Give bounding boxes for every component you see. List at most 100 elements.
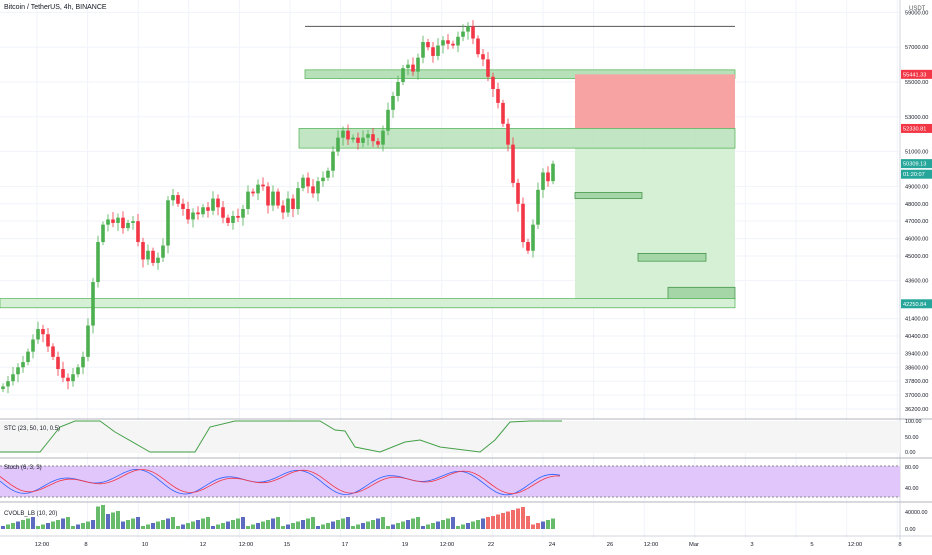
volume-bar bbox=[71, 526, 75, 529]
stc-line bbox=[0, 420, 562, 453]
candle-body bbox=[276, 191, 280, 206]
candle-body bbox=[186, 209, 190, 220]
volume-bar bbox=[356, 524, 360, 529]
volume-bar bbox=[26, 518, 30, 529]
price-tick-label: 48000.00 bbox=[905, 202, 928, 208]
volume-bar bbox=[141, 526, 145, 529]
candle-body bbox=[441, 40, 445, 46]
volume-bar bbox=[131, 518, 135, 529]
price-tick-label: 40400.00 bbox=[905, 334, 928, 340]
candle-body bbox=[286, 198, 290, 213]
candle-body bbox=[96, 242, 100, 283]
candle-body bbox=[81, 356, 85, 368]
candle-body bbox=[326, 170, 330, 178]
currency-label: USDT bbox=[909, 6, 926, 12]
candle-body bbox=[201, 207, 205, 215]
volume-bar bbox=[231, 520, 235, 529]
candle-body bbox=[451, 43, 455, 46]
volume-bar bbox=[181, 524, 185, 529]
time-tick-label: 12:00 bbox=[848, 542, 863, 548]
volume-bar bbox=[156, 521, 160, 529]
price-tick-label: 43600.00 bbox=[905, 278, 928, 284]
stc-label: STC (23, 50, 10, 0.5) bbox=[4, 426, 60, 432]
candle-body bbox=[261, 184, 265, 187]
stc-tick: 0.00 bbox=[905, 450, 916, 456]
volume-bar bbox=[61, 518, 65, 529]
candle-body bbox=[501, 102, 505, 124]
volume-bar bbox=[111, 512, 115, 529]
time-axis[interactable]: 12:00 8 10 12 12:00 15 17 19 12:00 22 24 26 12:00 Mar… bbox=[0, 535, 932, 548]
candle-body bbox=[221, 207, 225, 218]
volume-bar bbox=[396, 523, 400, 529]
candle-body bbox=[236, 215, 240, 218]
candle-body bbox=[411, 64, 415, 72]
target-1-box bbox=[574, 192, 643, 199]
stc-tick: 100.00 bbox=[905, 419, 922, 425]
candle-body bbox=[61, 369, 65, 378]
candle-body bbox=[51, 346, 55, 357]
candle-body bbox=[101, 224, 105, 243]
candle-body bbox=[496, 88, 500, 103]
candle-body bbox=[41, 329, 45, 335]
time-tick-label: 22 bbox=[488, 542, 494, 548]
volume-bar bbox=[376, 518, 380, 529]
candle-body bbox=[11, 374, 15, 382]
candle-body bbox=[161, 245, 165, 258]
time-tick-label: 12 bbox=[200, 542, 206, 548]
candle-body bbox=[166, 200, 170, 246]
candle-body bbox=[351, 137, 355, 140]
candle-body bbox=[121, 217, 125, 229]
time-tick-label: 12:00 bbox=[644, 542, 659, 548]
volume-bar bbox=[66, 517, 70, 529]
candle-body bbox=[146, 250, 150, 260]
volume-bar bbox=[431, 523, 435, 529]
candle-body bbox=[26, 351, 30, 363]
volume-bar bbox=[326, 523, 330, 529]
candle-body bbox=[281, 205, 285, 213]
time-tick-label: 10 bbox=[142, 542, 148, 548]
candle-body bbox=[296, 188, 300, 209]
volume-bar bbox=[426, 524, 430, 529]
candle-body bbox=[141, 242, 145, 260]
volume-bar bbox=[226, 521, 230, 529]
volume-bar bbox=[211, 526, 215, 529]
candle-body bbox=[421, 42, 425, 58]
volume-bar bbox=[286, 524, 290, 529]
volume-bar bbox=[76, 524, 80, 529]
volume-bar bbox=[331, 521, 335, 529]
volume-bar bbox=[276, 517, 280, 529]
price-badge bbox=[901, 123, 932, 133]
price-badge-label: 01:20:07 bbox=[903, 172, 925, 178]
price-tick-label: 53000.00 bbox=[905, 115, 928, 121]
volume-bar bbox=[371, 520, 375, 529]
candle-body bbox=[491, 76, 495, 89]
volume-bar bbox=[381, 517, 385, 529]
volume-bar bbox=[121, 521, 125, 529]
candle-body bbox=[36, 329, 40, 340]
candle-body bbox=[386, 109, 390, 131]
price-badge bbox=[901, 299, 932, 309]
stop-loss-zone bbox=[575, 74, 735, 129]
price-badge-label: 55441.33 bbox=[903, 72, 926, 78]
candle-body bbox=[331, 151, 335, 171]
candle-body bbox=[471, 26, 475, 39]
candle-body bbox=[191, 212, 195, 220]
volume-bar bbox=[216, 524, 220, 529]
time-tick-label: 12:00 bbox=[35, 542, 50, 548]
time-tick-label: 24 bbox=[549, 542, 556, 548]
volume-bar bbox=[36, 526, 40, 529]
candle-body bbox=[301, 177, 305, 189]
volume-bar bbox=[311, 517, 315, 529]
candle-body bbox=[131, 221, 135, 223]
candle-body bbox=[206, 207, 210, 211]
cvol-tick: 0.00 bbox=[905, 527, 916, 533]
candles bbox=[1, 20, 555, 394]
price-tick-label: 46000.00 bbox=[905, 237, 928, 243]
candle-body bbox=[176, 195, 180, 204]
candle-body bbox=[241, 209, 245, 218]
price-tick-label: 59000.00 bbox=[905, 10, 928, 16]
candle-body bbox=[506, 123, 510, 145]
candle-body bbox=[151, 250, 155, 263]
